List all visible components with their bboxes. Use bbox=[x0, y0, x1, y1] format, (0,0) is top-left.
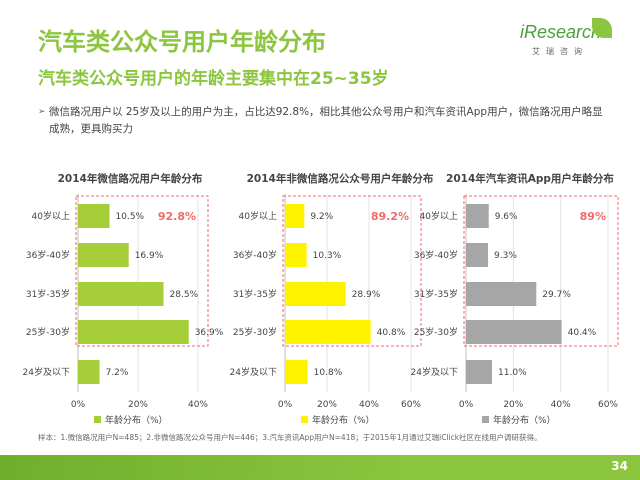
category-label: 24岁及以下 bbox=[23, 366, 70, 378]
logo-brand-sub: 艾瑞咨询 bbox=[532, 47, 588, 56]
bar bbox=[285, 243, 307, 267]
category-label: 31岁-35岁 bbox=[233, 288, 277, 300]
charts-svg: 2014年微信路况用户年龄分布 0% 20% 40% 92.8% 40岁以上 10.5% 36… bbox=[23, 172, 619, 426]
value-label: 16.9% bbox=[135, 251, 164, 261]
summary-bullet: ➢ 微信路况用户以 25岁及以上的用户为主，占比达92.8%，相比其他公众号用户… bbox=[38, 104, 608, 138]
value-label: 29.7% bbox=[542, 290, 571, 300]
chart-title: 2014年微信路况用户年龄分布 bbox=[58, 172, 203, 185]
value-label: 10.5% bbox=[116, 212, 145, 222]
value-label: 10.8% bbox=[314, 368, 343, 378]
page-subtitle: 汽车类公众号用户的年龄主要集中在25~35岁 bbox=[38, 69, 389, 89]
bar bbox=[285, 282, 346, 306]
x-tick-label: 40% bbox=[188, 400, 208, 410]
footer-bar-accent bbox=[0, 455, 420, 480]
value-label: 9.2% bbox=[310, 212, 333, 222]
bar bbox=[78, 360, 100, 384]
value-label: 9.6% bbox=[495, 212, 518, 222]
legend-label: 年龄分布（%） bbox=[105, 414, 168, 426]
category-label: 36岁-40岁 bbox=[233, 249, 277, 261]
category-label: 40岁以上 bbox=[239, 210, 277, 222]
triangle-right-icon: ➢ bbox=[38, 107, 46, 117]
category-label: 40岁以上 bbox=[32, 210, 70, 222]
bar bbox=[285, 204, 305, 228]
x-tick-label: 0% bbox=[278, 400, 293, 410]
bar bbox=[466, 320, 562, 344]
bar bbox=[466, 243, 489, 267]
value-label: 9.3% bbox=[494, 251, 517, 261]
x-tick-label: 60% bbox=[598, 400, 618, 410]
value-label: 7.2% bbox=[106, 368, 129, 378]
category-label: 24岁及以下 bbox=[230, 366, 277, 378]
category-label: 25岁-30岁 bbox=[26, 326, 70, 338]
summary-text: 微信路况用户以 25岁及以上的用户为主，占比达92.8%，相比其他公众号用户和汽… bbox=[49, 106, 603, 135]
iresearch-logo: iResearch 艾瑞咨询 bbox=[520, 18, 612, 62]
x-tick-label: 40% bbox=[551, 400, 571, 410]
page-title: 汽车类公众号用户年龄分布 bbox=[38, 28, 326, 56]
logo-brand: iResearch bbox=[520, 22, 602, 42]
x-tick-label: 40% bbox=[359, 400, 379, 410]
value-label: 40.4% bbox=[568, 328, 597, 338]
bar bbox=[78, 282, 164, 306]
bar bbox=[78, 204, 110, 228]
x-tick-label: 20% bbox=[317, 400, 337, 410]
legend-label: 年龄分布（%） bbox=[493, 414, 556, 426]
category-label: 31岁-35岁 bbox=[414, 288, 458, 300]
x-tick-label: 0% bbox=[459, 400, 474, 410]
page-number: 34 bbox=[611, 459, 628, 473]
value-label: 10.3% bbox=[313, 251, 342, 261]
value-label: 40.8% bbox=[377, 328, 406, 338]
category-label: 25岁-30岁 bbox=[233, 326, 277, 338]
annotation-label: 89% bbox=[580, 210, 606, 223]
legend-label: 年龄分布（%） bbox=[312, 414, 375, 426]
bar bbox=[466, 204, 489, 228]
category-label: 36岁-40岁 bbox=[26, 249, 70, 261]
legend-swatch bbox=[301, 416, 308, 423]
value-label: 11.0% bbox=[498, 368, 527, 378]
legend-swatch bbox=[94, 416, 101, 423]
annotation-label: 92.8% bbox=[158, 210, 196, 223]
annotation-label: 89.2% bbox=[371, 210, 409, 223]
annotation-box bbox=[282, 195, 422, 347]
bar bbox=[466, 360, 493, 384]
value-label: 36.9% bbox=[195, 328, 224, 338]
annotation-box bbox=[463, 195, 619, 347]
category-label: 31岁-35岁 bbox=[26, 288, 70, 300]
x-tick-label: 20% bbox=[503, 400, 523, 410]
sample-note: 样本：1.微信路况用户N=485；2.非微信路况公众号用户N=446；3.汽车资… bbox=[38, 433, 542, 442]
value-label: 28.9% bbox=[352, 290, 381, 300]
bar bbox=[466, 282, 537, 306]
annotation-box bbox=[75, 195, 209, 347]
chart-title: 2014年汽车资讯App用户年龄分布 bbox=[446, 172, 614, 185]
category-label: 36岁-40岁 bbox=[414, 249, 458, 261]
category-label: 40岁以上 bbox=[420, 210, 458, 222]
value-label: 28.5% bbox=[170, 290, 199, 300]
x-tick-label: 60% bbox=[401, 400, 421, 410]
bar bbox=[285, 360, 308, 384]
charts-area: 2014年微信路况用户年龄分布 0% 20% 40% 92.8% 40岁以上 10.5% 36… bbox=[0, 166, 640, 426]
chart-title: 2014年非微信路况公众号用户年龄分布 bbox=[247, 172, 434, 185]
legend-swatch bbox=[482, 416, 489, 423]
x-tick-label: 0% bbox=[71, 400, 86, 410]
bar bbox=[285, 320, 371, 344]
bar bbox=[78, 243, 129, 267]
category-label: 24岁及以下 bbox=[411, 366, 458, 378]
x-tick-label: 20% bbox=[128, 400, 148, 410]
leaf-icon bbox=[592, 18, 612, 38]
bar bbox=[78, 320, 189, 344]
category-label: 25岁-30岁 bbox=[414, 326, 458, 338]
